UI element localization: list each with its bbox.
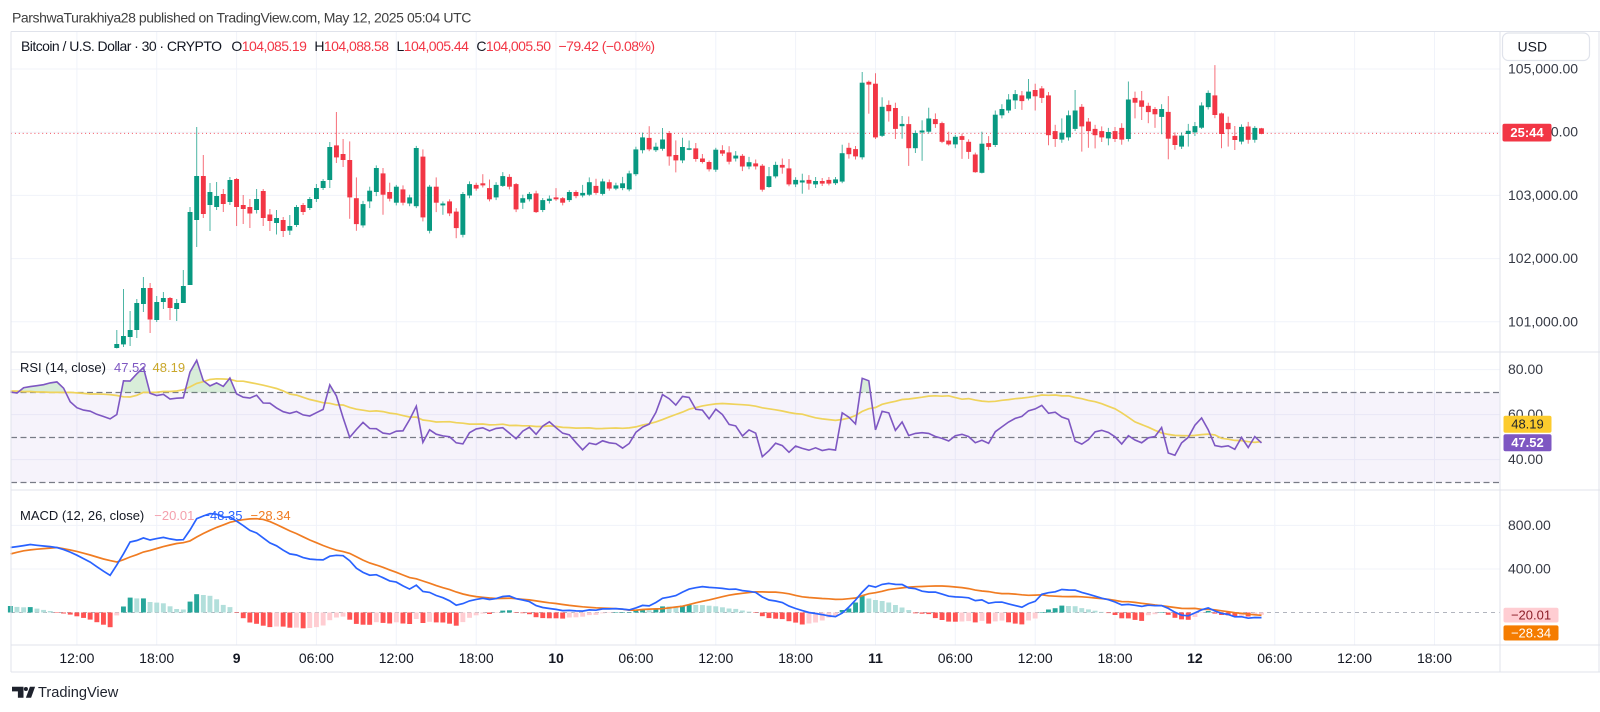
svg-text:12:00: 12:00 [59, 650, 94, 666]
svg-text:18:00: 18:00 [139, 650, 174, 666]
svg-text:102,000.00: 102,000.00 [1508, 250, 1578, 266]
svg-text:18:00: 18:00 [778, 650, 813, 666]
svg-text:105,000.00: 105,000.00 [1508, 61, 1578, 77]
svg-text:12:00: 12:00 [1018, 650, 1053, 666]
svg-text:18:00: 18:00 [1417, 650, 1452, 666]
svg-text:06:00: 06:00 [1257, 650, 1292, 666]
svg-text:TradingView: TradingView [38, 685, 119, 701]
svg-text:12:00: 12:00 [1337, 650, 1372, 666]
svg-text:06:00: 06:00 [618, 650, 653, 666]
svg-text:47.52: 47.52 [1511, 435, 1544, 450]
svg-text:USD: USD [1518, 39, 1548, 55]
svg-text:80.00: 80.00 [1508, 361, 1543, 377]
svg-text:101,000.00: 101,000.00 [1508, 313, 1578, 329]
svg-text:12:00: 12:00 [698, 650, 733, 666]
svg-text:06:00: 06:00 [938, 650, 973, 666]
svg-text:ParshwaTurakhiya28 published o: ParshwaTurakhiya28 published on TradingV… [12, 10, 471, 26]
svg-text:12: 12 [1187, 650, 1203, 666]
svg-text:11: 11 [868, 650, 883, 666]
svg-text:−20.01: −20.01 [1511, 607, 1551, 622]
svg-text:MACD (12, 26, close)−20.01−48.: MACD (12, 26, close) −20.01 −48.35 −28.34 [20, 508, 291, 523]
svg-text:18:00: 18:00 [1097, 650, 1132, 666]
svg-text:400.00: 400.00 [1508, 561, 1551, 577]
svg-text:18:00: 18:00 [459, 650, 494, 666]
svg-text:103,000.00: 103,000.00 [1508, 187, 1578, 203]
svg-text:25:44: 25:44 [1510, 125, 1544, 140]
svg-text:10: 10 [548, 650, 564, 666]
svg-text:48.19: 48.19 [1511, 417, 1544, 432]
svg-text:−28.34: −28.34 [1511, 625, 1551, 640]
svg-text:800.00: 800.00 [1508, 517, 1551, 533]
svg-text:40.00: 40.00 [1508, 451, 1543, 467]
svg-text:Bitcoin / U.S. Dollar · 30 · C: Bitcoin / U.S. Dollar · 30 · CRYPTO O104,… [21, 38, 655, 54]
svg-text:12:00: 12:00 [379, 650, 414, 666]
svg-text:06:00: 06:00 [299, 650, 334, 666]
svg-text:9: 9 [233, 650, 241, 666]
